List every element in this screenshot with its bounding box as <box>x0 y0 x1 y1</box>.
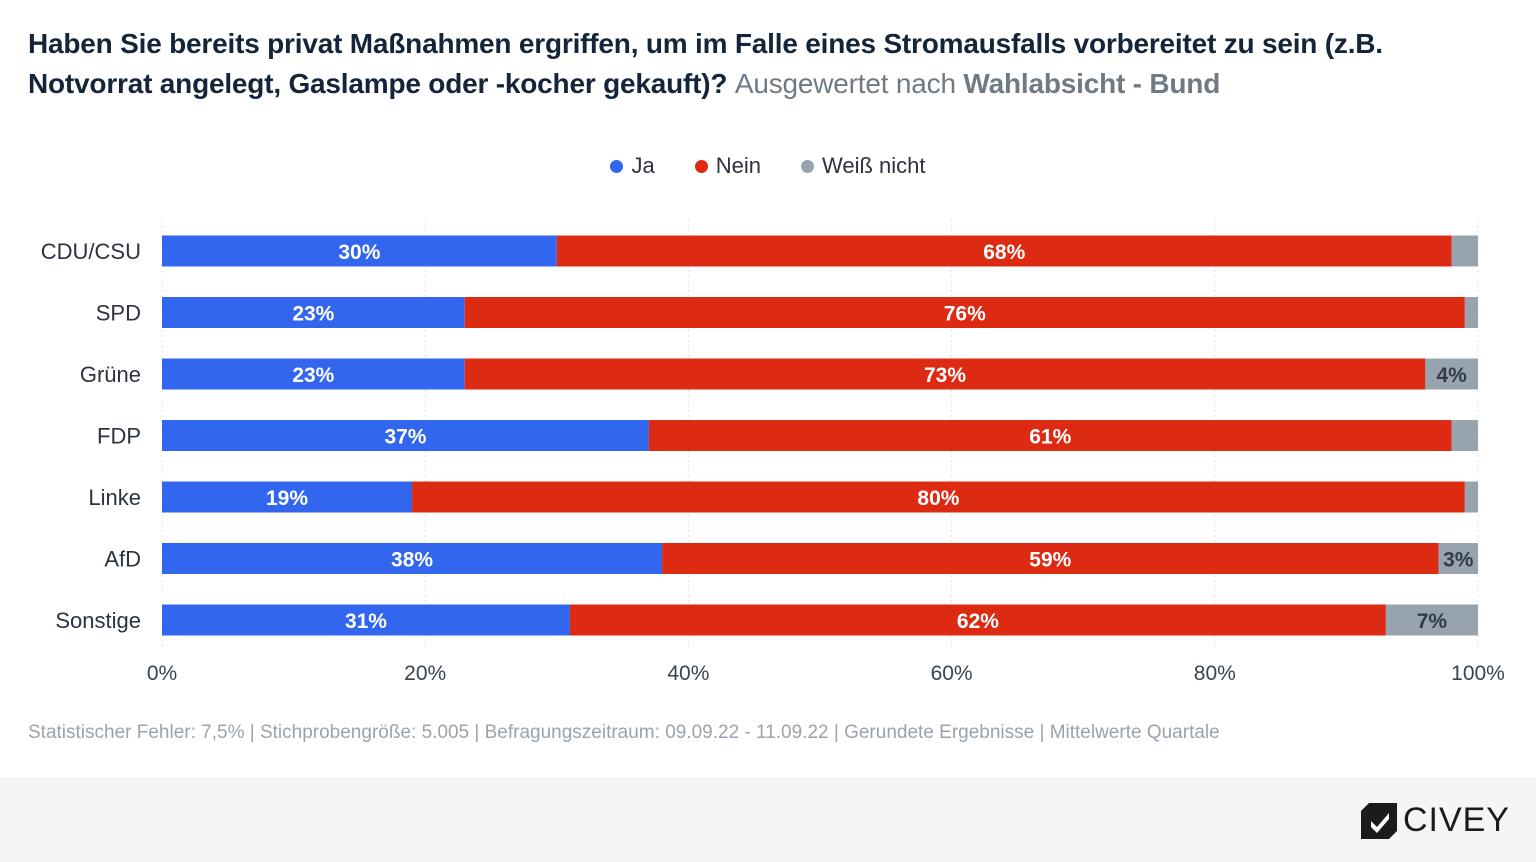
footer-band <box>0 777 1536 862</box>
bar-segment <box>648 420 1452 451</box>
x-tick-label: 0% <box>147 662 177 685</box>
bar-segment <box>162 358 465 390</box>
category-label: FDP <box>97 424 141 449</box>
data-label: 3% <box>1443 549 1474 572</box>
footnote: Statistischer Fehler: 7,5% | Stichproben… <box>28 722 1220 743</box>
legend-label-ja: Ja <box>631 153 655 178</box>
legend-item-weiss-nicht: Weiß nicht <box>800 150 926 182</box>
title-sub: Ausgewertet nach <box>734 68 956 99</box>
category-label: Grüne <box>80 362 141 387</box>
bar-segment <box>162 481 413 513</box>
title-main: Haben Sie bereits privat Maßnahmen ergri… <box>28 28 1383 99</box>
legend-dot-weiss-nicht <box>800 159 814 173</box>
data-label: 31% <box>345 610 387 633</box>
data-label: 37% <box>384 426 426 449</box>
bar-segment <box>1385 604 1478 636</box>
bar-segment <box>569 604 1386 636</box>
bar-segment <box>1464 481 1478 513</box>
civey-logo: CIVEY <box>1360 801 1510 840</box>
stacked-bar-chart: 0% 20% 40% 60% 80% 100% CDU/CSU 30% 68% SPD 23% 76%… <box>41 220 1505 685</box>
data-label: 68% <box>983 241 1025 264</box>
civey-logo-text: CIVEY <box>1402 801 1510 839</box>
bar-segment <box>464 358 1426 390</box>
chart-title: Haben Sie bereits privat Maßnahmen ergri… <box>28 24 1508 104</box>
bar-segment <box>662 543 1439 574</box>
bar-segment <box>1451 420 1478 451</box>
legend-dot-nein <box>694 159 708 173</box>
bar-segment <box>412 481 1465 513</box>
bar-segment <box>162 420 649 451</box>
bar-segment <box>162 604 570 636</box>
bar-segment <box>464 297 1465 328</box>
data-label: 62% <box>957 610 999 633</box>
bar-segment <box>162 297 465 328</box>
bar-segment <box>556 235 1452 267</box>
category-label: Linke <box>88 485 141 510</box>
legend-label-weiss-nicht: Weiß nicht <box>821 153 926 178</box>
data-label: 4% <box>1437 364 1468 387</box>
x-tick-label: 100% <box>1451 662 1505 685</box>
category-label: Sonstige <box>55 608 141 633</box>
x-tick-label: 20% <box>404 662 446 685</box>
data-label: 23% <box>292 303 334 326</box>
data-label: 61% <box>1029 426 1071 449</box>
data-label: 76% <box>944 303 986 326</box>
data-label: 19% <box>266 487 308 510</box>
data-label: 80% <box>917 487 959 510</box>
data-label: 30% <box>338 241 380 264</box>
data-label: 7% <box>1417 610 1448 633</box>
x-tick-label: 80% <box>1194 662 1236 685</box>
x-tick-label: 60% <box>931 662 973 685</box>
data-label: 73% <box>924 364 966 387</box>
category-label: CDU/CSU <box>41 239 141 264</box>
legend-item-ja: Ja <box>610 150 655 182</box>
title-sub-strong: Wahlabsicht - Bund <box>963 68 1221 99</box>
legend: Ja Nein Weiß nicht <box>0 150 1536 182</box>
legend-label-nein: Nein <box>715 153 761 178</box>
legend-item-nein: Nein <box>694 150 761 182</box>
x-tick-label: 40% <box>667 662 709 685</box>
bar-segment <box>1438 543 1478 574</box>
category-label: SPD <box>96 301 141 326</box>
bar-segment <box>162 543 663 574</box>
legend-dot-ja <box>610 159 624 173</box>
bar-segment <box>1451 235 1478 267</box>
bar-segment <box>1464 297 1478 328</box>
data-label: 23% <box>292 364 334 387</box>
data-label: 38% <box>391 549 433 572</box>
bar-segment <box>162 235 557 267</box>
bar-segment <box>1425 358 1478 390</box>
data-label: 59% <box>1029 549 1071 572</box>
category-label: AfD <box>104 547 141 572</box>
civey-logo-icon <box>1360 802 1397 839</box>
